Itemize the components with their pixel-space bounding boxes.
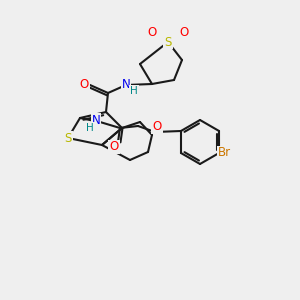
Text: N: N: [122, 79, 130, 92]
Text: H: H: [86, 123, 94, 133]
Text: O: O: [147, 26, 157, 38]
Text: Br: Br: [218, 146, 231, 160]
Text: O: O: [152, 121, 162, 134]
Text: O: O: [179, 26, 189, 38]
Text: N: N: [92, 113, 100, 127]
Text: O: O: [80, 79, 88, 92]
Text: S: S: [164, 35, 172, 49]
Text: O: O: [110, 140, 118, 154]
Text: H: H: [130, 86, 138, 96]
Text: S: S: [64, 131, 72, 145]
